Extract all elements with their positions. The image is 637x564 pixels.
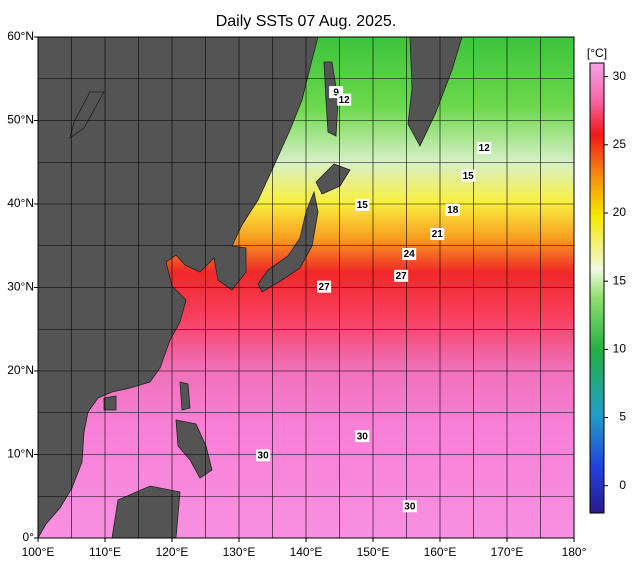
- colorbar-tick-label: 10: [613, 342, 627, 356]
- contour-label-text: 21: [432, 229, 444, 240]
- lon-tick-label: 100°E: [22, 545, 55, 559]
- contour-label-box: [445, 203, 460, 216]
- contour-label-box: [317, 280, 332, 293]
- contour-label: 15: [355, 198, 370, 211]
- colorbar-tick-label: 15: [613, 273, 627, 287]
- lon-tick-label: 150°E: [357, 545, 390, 559]
- lon-tick-label: 110°E: [89, 545, 121, 559]
- colorbar-tick-label: 0: [619, 478, 626, 492]
- contour-label-box: [337, 93, 352, 106]
- contour-label-text: 15: [463, 171, 475, 182]
- contour-label-box: [477, 142, 492, 155]
- lon-tick-label: 160°E: [424, 545, 457, 559]
- contour-label: 18: [445, 203, 460, 216]
- contour-label: 21: [430, 228, 445, 241]
- lat-tick-label: 60°N: [7, 29, 34, 43]
- contour-label-text: 30: [258, 450, 270, 461]
- lat-tick-label: 40°N: [7, 196, 34, 210]
- contour-label-text: 18: [447, 205, 459, 216]
- contour-label-box: [355, 430, 370, 443]
- contour-label: 24: [402, 248, 417, 261]
- contour-label-text: 27: [396, 271, 408, 282]
- colorbar-tick-label: 20: [613, 205, 627, 219]
- contour-label-text: 12: [479, 143, 491, 154]
- contour-label-box: [430, 228, 445, 241]
- colorbar: [589, 62, 605, 514]
- lon-tick-label: 180°: [562, 545, 587, 559]
- contour-label-box: [355, 198, 370, 211]
- contour-label: 12: [337, 93, 352, 106]
- lon-tick-label: 170°E: [491, 545, 524, 559]
- lat-tick-label: 0°: [23, 530, 35, 544]
- contour-label-text: 9: [333, 87, 339, 98]
- contour-label: 30: [256, 449, 271, 462]
- colorbar-unit: [°C]: [587, 46, 607, 60]
- lat-tick-label: 10°N: [7, 447, 34, 461]
- contour-label-text: 24: [404, 249, 416, 260]
- lon-tick-label: 130°E: [223, 545, 256, 559]
- lat-tick-label: 20°N: [7, 363, 34, 377]
- contour-label-box: [402, 248, 417, 261]
- contour-label-text: 15: [357, 200, 369, 211]
- contour-label-text: 30: [404, 501, 416, 512]
- contour-label-text: 27: [319, 282, 331, 293]
- map-axes: 100°E 110°E 120°E 130°E 140°E 150°E 160°E 170°E…: [7, 29, 586, 559]
- contour-label: 15: [461, 169, 476, 182]
- contour-label-box: [461, 169, 476, 182]
- contour-label-text: 30: [357, 431, 369, 442]
- contour-label-box: [394, 269, 409, 282]
- contour-label-box: [402, 500, 417, 513]
- contour-label: 12: [477, 142, 492, 155]
- lat-tick-label: 30°N: [7, 280, 34, 294]
- colorbar-tick-label: 30: [613, 69, 627, 83]
- lon-tick-label: 120°E: [156, 545, 189, 559]
- colorbar-ticks: 0 5 10 15 20 25 30: [604, 69, 626, 492]
- lon-tick-label: 140°E: [290, 545, 323, 559]
- colorbar-tick-label: 5: [619, 410, 626, 424]
- contour-label: 30: [402, 500, 417, 513]
- contour-label-text: 12: [339, 95, 351, 106]
- contour-label: 30: [355, 430, 370, 443]
- lat-tick-label: 50°N: [7, 113, 34, 127]
- contour-label: 27: [394, 269, 409, 282]
- graticule: [38, 37, 574, 538]
- map-title: Daily SSTs 07 Aug. 2025.: [216, 13, 397, 30]
- contour-label: 27: [317, 280, 332, 293]
- colorbar-tick-label: 25: [613, 137, 627, 151]
- contour-label-box: [256, 449, 271, 462]
